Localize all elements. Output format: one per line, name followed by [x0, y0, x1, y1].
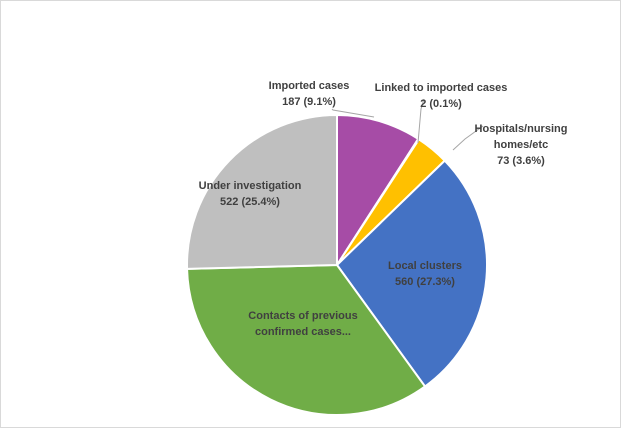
data-label-line: Contacts of previous — [248, 310, 357, 322]
data-label-contacts-of-previous-confirmed-cases: Contacts of previous confirmed cases... — [248, 310, 357, 338]
data-label-line: 2 (0.1%) — [420, 98, 462, 110]
pie-slice-contacts-of-previous-confirmed-cases — [186, 264, 427, 416]
data-label-line: 560 (27.3%) — [395, 276, 455, 288]
pie-slice-local-clusters — [336, 159, 488, 388]
data-label-line: Imported cases — [269, 80, 350, 92]
pie-slice-under-investigation — [186, 114, 338, 270]
data-label-line: Local clusters — [388, 260, 462, 272]
data-label-local-clusters: Local clusters 560 (27.3%) — [388, 260, 462, 288]
leader-line-hospitals-nursing-homes-etc — [452, 125, 484, 151]
data-label-line: 522 (25.4%) — [220, 196, 280, 208]
data-label-line: homes/etc — [494, 139, 548, 151]
data-label-line: 187 (9.1%) — [282, 96, 336, 108]
data-label-line: Hospitals/nursing — [475, 123, 568, 135]
data-label-under-investigation: Under investigation 522 (25.4%) — [199, 180, 302, 208]
data-label-line: Under investigation — [199, 180, 302, 192]
data-label-line: Linked to imported cases — [375, 82, 508, 94]
pie-slice-imported-cases — [336, 114, 420, 266]
data-label-line: 73 (3.6%) — [497, 155, 545, 167]
leader-line-imported-cases — [331, 108, 375, 118]
data-label-linked-to-imported-cases: Linked to imported cases 2 (0.1%) — [375, 82, 508, 110]
data-label-imported-cases: Imported cases 187 (9.1%) — [269, 80, 350, 108]
data-label-hospitals-nursing-homes-etc: Hospitals/nursing homes/etc 73 (3.6%) — [475, 123, 568, 167]
data-label-line: confirmed cases... — [255, 326, 351, 338]
leader-line-linked-to-imported-cases — [417, 98, 425, 144]
